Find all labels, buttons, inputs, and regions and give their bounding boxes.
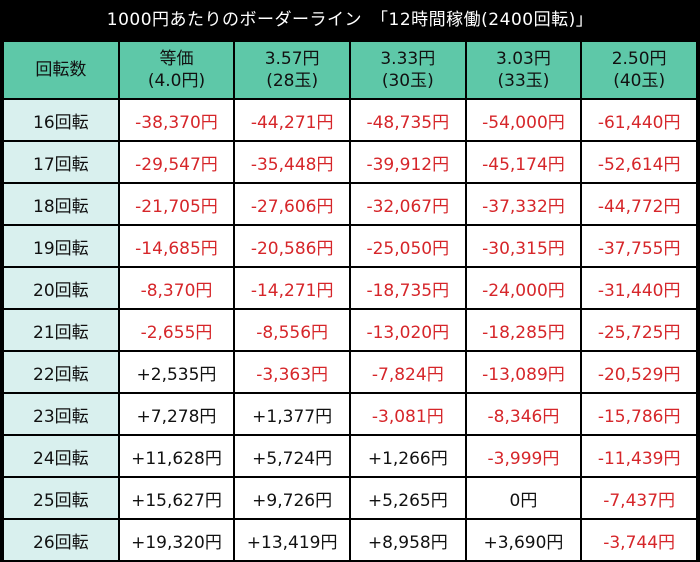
- table-cell: -3,999円: [464, 434, 583, 478]
- table-cell: +1,377円: [233, 392, 351, 436]
- table-cell: +1,266円: [348, 434, 467, 478]
- table-row: 26回転 +19,320円 +13,419円 +8,958円 +3,690円 -3,744…: [2, 518, 698, 562]
- table-cell: +8,958円: [348, 518, 467, 562]
- table-cell: -8,556円: [233, 308, 351, 352]
- table-cell: -11,439円: [580, 434, 698, 478]
- column-header-detail: (28玉): [266, 71, 319, 91]
- table-cell: -7,437円: [580, 476, 698, 520]
- table-cell: -20,586円: [233, 224, 351, 268]
- table-cell: -29,547円: [117, 140, 236, 184]
- table-cell: +7,278円: [117, 392, 236, 436]
- table-cell: -52,614円: [580, 140, 698, 184]
- table-cell: -31,440円: [580, 266, 698, 310]
- table-cell: -44,271円: [233, 98, 351, 142]
- table-cell: -38,370円: [117, 98, 236, 142]
- table-cell: -13,020円: [348, 308, 467, 352]
- table-title: 1000円あたりのボーダーライン 「12時間稼働(2400回転)」: [106, 10, 594, 30]
- column-header: 3.03円 (33玉): [464, 40, 583, 100]
- table-cell: -54,000円: [464, 98, 583, 142]
- row-label: 23回転: [2, 392, 120, 436]
- table-cell: -25,725円: [580, 308, 698, 352]
- table-row: 16回転 -38,370円 -44,271円 -48,735円 -54,000円 -61,…: [2, 98, 698, 142]
- table-cell: -61,440円: [580, 98, 698, 142]
- table-cell: -18,735円: [348, 266, 467, 310]
- table-cell: -24,000円: [464, 266, 583, 310]
- row-label: 17回転: [2, 140, 120, 184]
- table-row: 18回転 -21,705円 -27,606円 -32,067円 -37,332円 -44,…: [2, 182, 698, 226]
- table-cell: -8,346円: [464, 392, 583, 436]
- column-header: 2.50円 (40玉): [580, 40, 698, 100]
- column-header-rate: 3.33円: [380, 49, 436, 69]
- table-cell: -18,285円: [464, 308, 583, 352]
- table-cell: +11,628円: [117, 434, 236, 478]
- column-header-detail: (30玉): [381, 71, 434, 91]
- column-header: 3.57円 (28玉): [233, 40, 351, 100]
- table-row: 24回転 +11,628円 +5,724円 +1,266円 -3,999円 -11,439…: [2, 434, 698, 478]
- table-cell: -44,772円: [580, 182, 698, 226]
- header-row: 回転数 等価 (4.0円) 3.57円 (28玉) 3.33円 (30玉) 3.03円…: [2, 40, 698, 100]
- table-row: 25回転 +15,627円 +9,726円 +5,265円 0円 -7,437円: [2, 476, 698, 520]
- row-label: 24回転: [2, 434, 120, 478]
- table-row: 22回転 +2,535円 -3,363円 -7,824円 -13,089円 -20,529…: [2, 350, 698, 394]
- table-cell: -39,912円: [348, 140, 467, 184]
- table-row: 17回転 -29,547円 -35,448円 -39,912円 -45,174円 -52,…: [2, 140, 698, 184]
- row-label: 20回転: [2, 266, 120, 310]
- table-cell: -30,315円: [464, 224, 583, 268]
- table-cell: -3,363円: [233, 350, 351, 394]
- table-cell: -21,705円: [117, 182, 236, 226]
- column-header: 3.33円 (30玉): [348, 40, 467, 100]
- column-header-detail: (33玉): [497, 71, 550, 91]
- table-cell: -20,529円: [580, 350, 698, 394]
- row-label: 26回転: [2, 518, 120, 562]
- table-cell: +13,419円: [233, 518, 351, 562]
- column-header-detail: (4.0円): [147, 71, 206, 91]
- table-cell: -27,606円: [233, 182, 351, 226]
- table-cell: -2,655円: [117, 308, 236, 352]
- table-cell: +2,535円: [117, 350, 236, 394]
- row-label: 19回転: [2, 224, 120, 268]
- table-body: 16回転 -38,370円 -44,271円 -48,735円 -54,000円 -61,…: [2, 98, 698, 562]
- table-cell: +15,627円: [117, 476, 236, 520]
- table-cell: -7,824円: [348, 350, 467, 394]
- table-cell: -32,067円: [348, 182, 467, 226]
- table-cell: -3,081円: [348, 392, 467, 436]
- table-cell: -48,735円: [348, 98, 467, 142]
- column-header-rate: 3.03円: [496, 49, 551, 69]
- column-header-rate: 3.57円: [264, 49, 320, 69]
- row-label: 25回転: [2, 476, 120, 520]
- table-cell: +5,724円: [233, 434, 351, 478]
- column-header-rate: 2.50円: [611, 49, 667, 69]
- row-label: 22回転: [2, 350, 120, 394]
- table-cell: -13,089円: [464, 350, 583, 394]
- table-cell: -37,332円: [464, 182, 583, 226]
- column-header-rate: 等価: [159, 49, 194, 69]
- table-row: 20回転 -8,370円 -14,271円 -18,735円 -24,000円 -31,4…: [2, 266, 698, 310]
- table-cell: -35,448円: [233, 140, 351, 184]
- table-cell: +9,726円: [233, 476, 351, 520]
- table-cell: 0円: [464, 476, 583, 520]
- row-label: 18回転: [2, 182, 120, 226]
- table-row: 21回転 -2,655円 -8,556円 -13,020円 -18,285円 -25,72…: [2, 308, 698, 352]
- table-cell: -25,050円: [348, 224, 467, 268]
- table-row: 23回転 +7,278円 +1,377円 -3,081円 -8,346円 -15,786円: [2, 392, 698, 436]
- row-label: 21回転: [2, 308, 120, 352]
- corner-header: 回転数: [2, 40, 120, 100]
- table-cell: -37,755円: [580, 224, 698, 268]
- table-cell: -14,685円: [117, 224, 236, 268]
- table-cell: -3,744円: [580, 518, 698, 562]
- column-header: 等価 (4.0円): [117, 40, 236, 100]
- table-cell: +5,265円: [348, 476, 467, 520]
- table-cell: -8,370円: [117, 266, 236, 310]
- border-line-table: 回転数 等価 (4.0円) 3.57円 (28玉) 3.33円 (30玉) 3.03円…: [2, 40, 698, 562]
- table-cell: -14,271円: [233, 266, 351, 310]
- table-row: 19回転 -14,685円 -20,586円 -25,050円 -30,315円 -37,…: [2, 224, 698, 268]
- column-header-detail: (40玉): [613, 71, 666, 91]
- table-cell: +19,320円: [117, 518, 236, 562]
- table-cell: -15,786円: [580, 392, 698, 436]
- table-cell: +3,690円: [464, 518, 583, 562]
- table-cell: -45,174円: [464, 140, 583, 184]
- row-label: 16回転: [2, 98, 120, 142]
